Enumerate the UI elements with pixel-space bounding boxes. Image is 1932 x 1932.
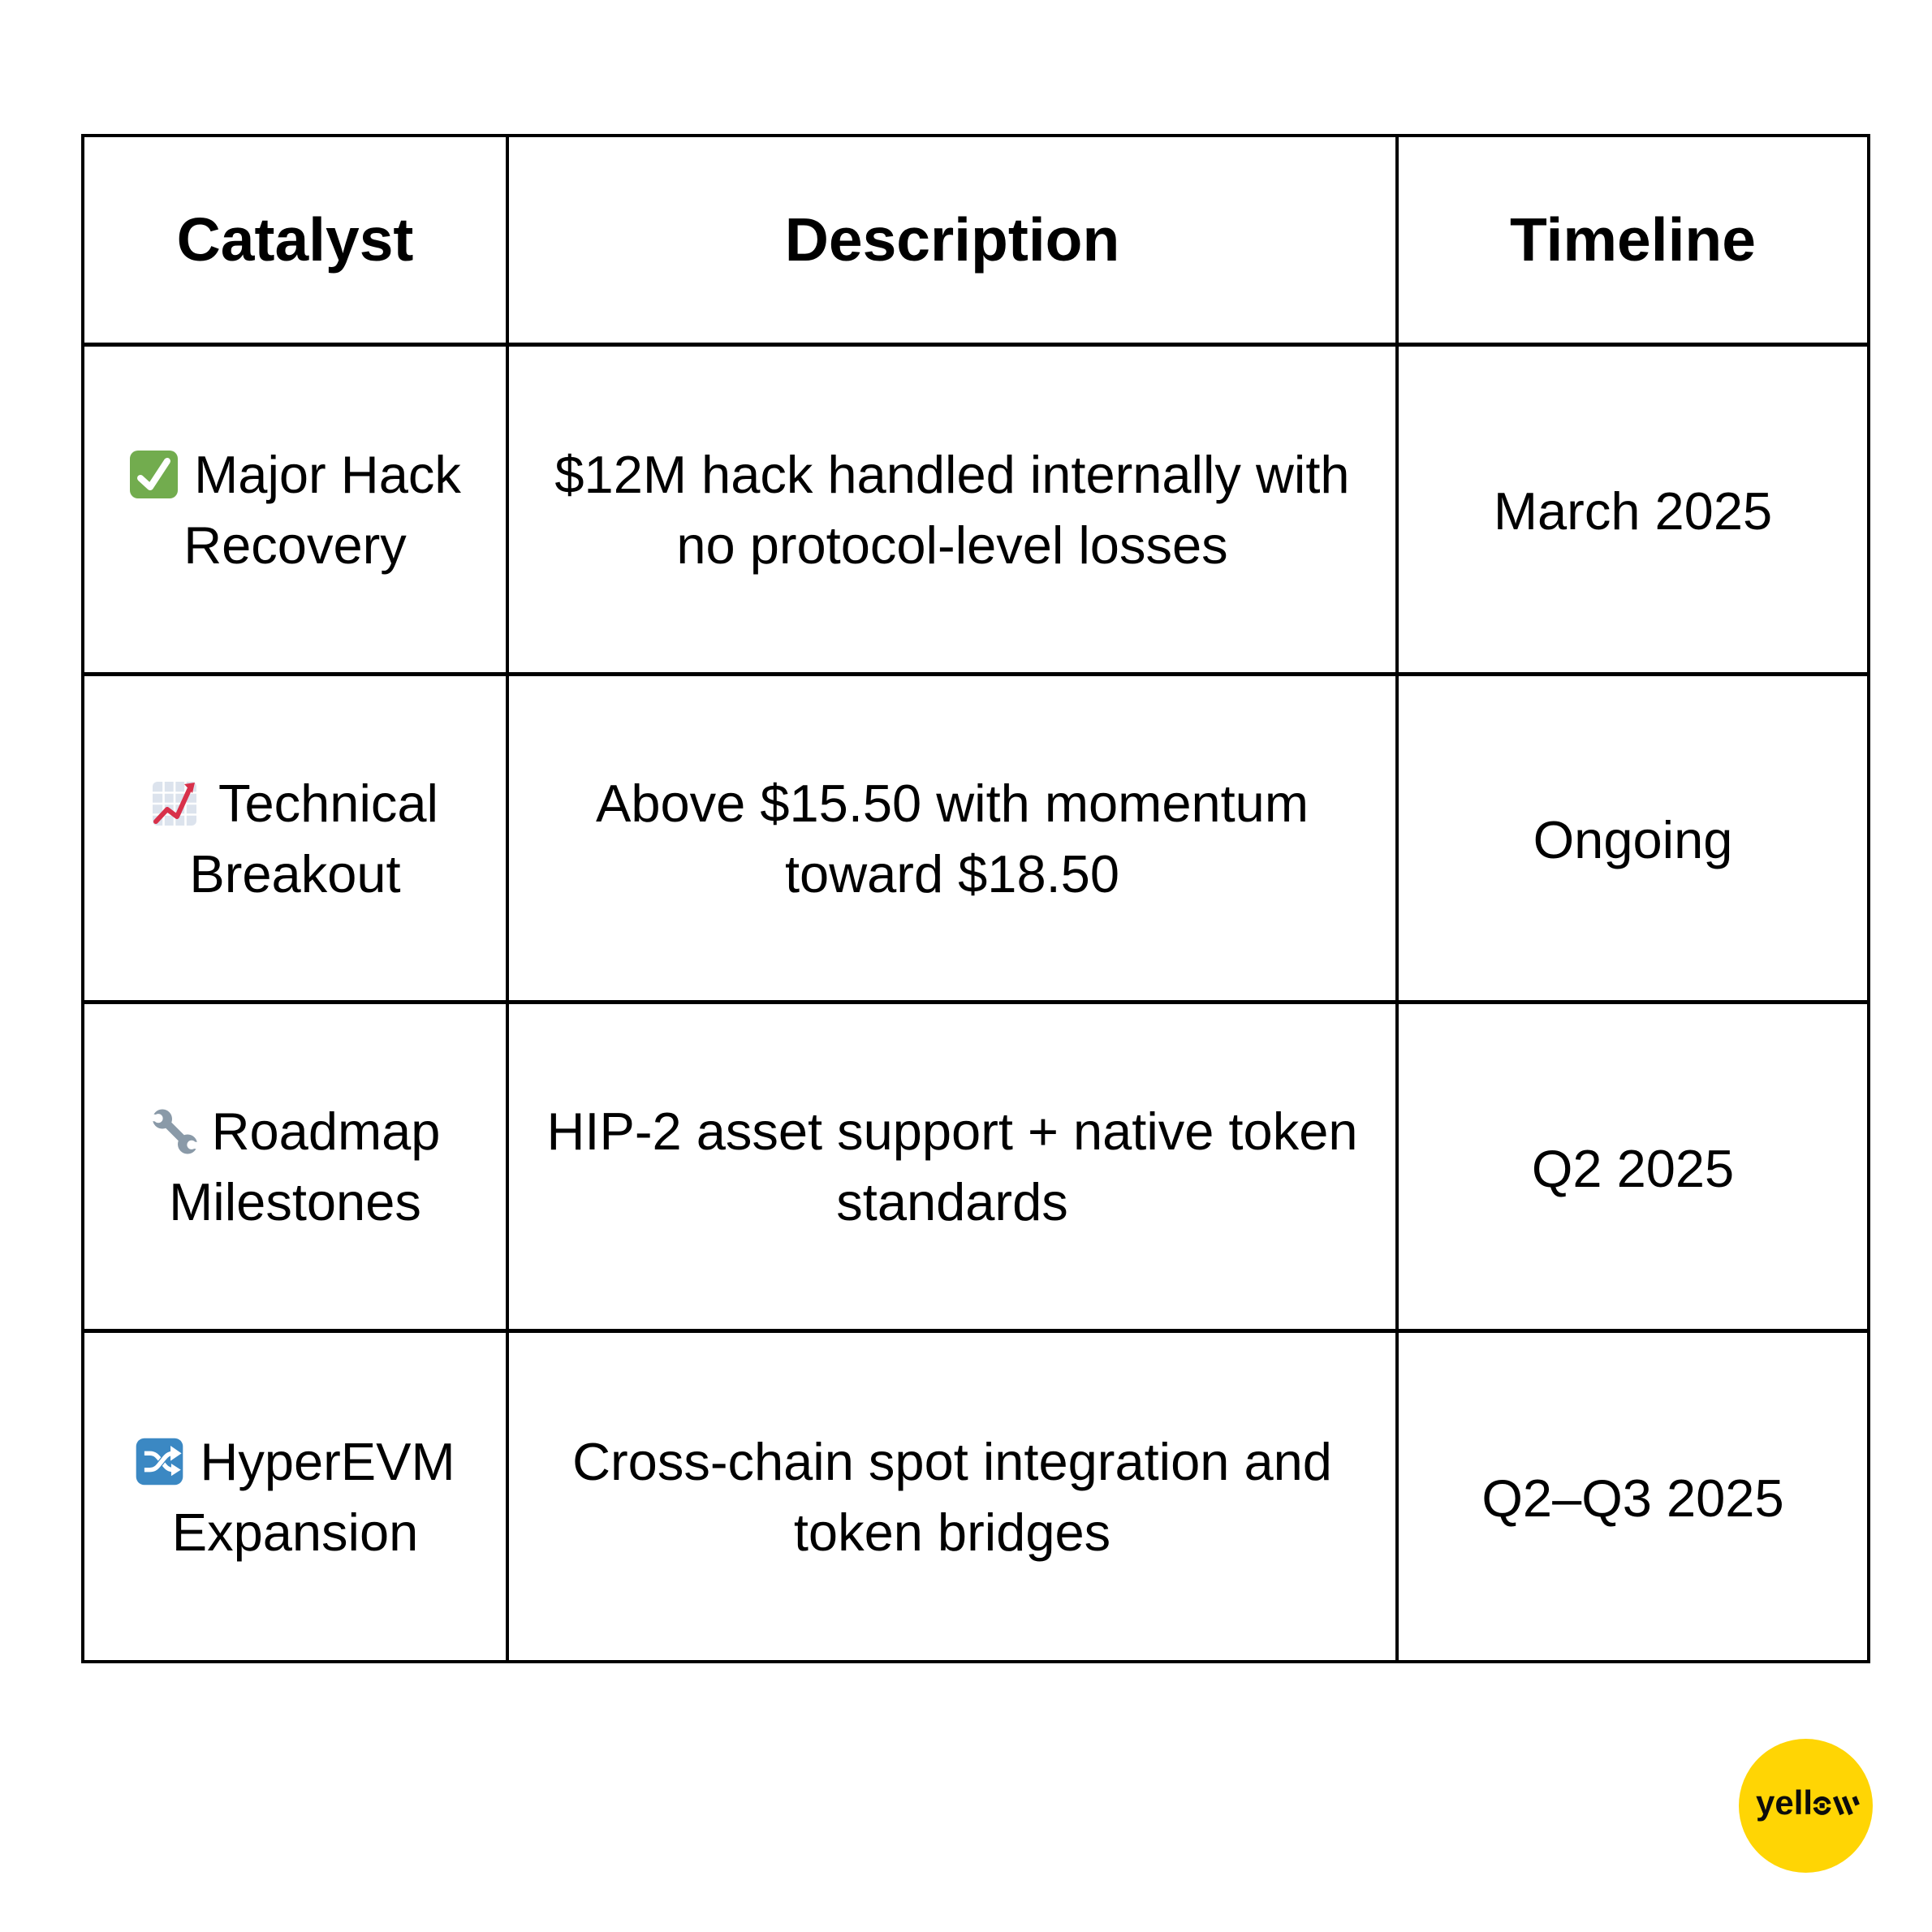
svg-text:yell: yell: [1756, 1783, 1813, 1822]
